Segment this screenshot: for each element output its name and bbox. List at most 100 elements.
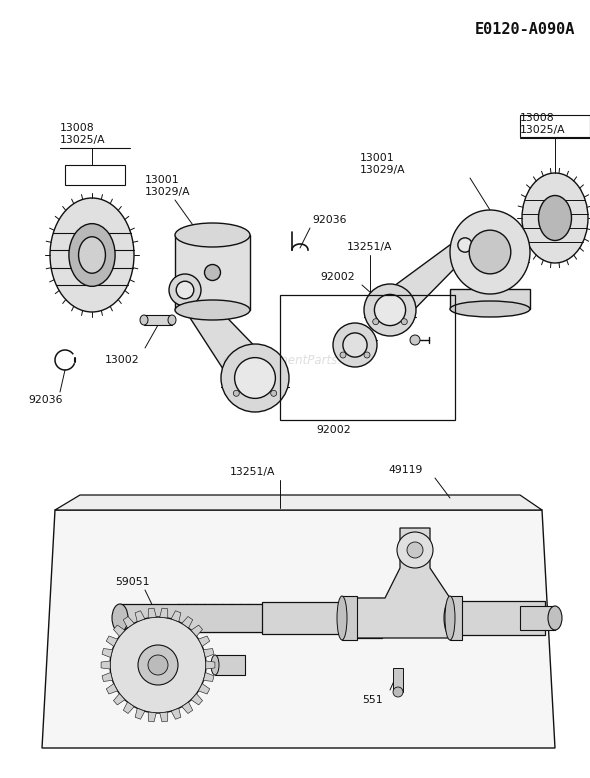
Text: 13251/A: 13251/A	[348, 242, 393, 252]
Circle shape	[364, 352, 370, 358]
Ellipse shape	[337, 596, 347, 640]
Ellipse shape	[469, 230, 511, 274]
Circle shape	[340, 352, 346, 358]
Bar	[262, 602, 342, 634]
Bar	[175, 235, 250, 310]
Ellipse shape	[69, 223, 115, 286]
Polygon shape	[102, 672, 113, 682]
Circle shape	[364, 284, 416, 336]
Bar	[450, 601, 545, 635]
Ellipse shape	[450, 301, 530, 317]
Text: 13001
13029/A: 13001 13029/A	[145, 175, 191, 197]
Bar	[450, 289, 530, 309]
Ellipse shape	[548, 606, 562, 630]
Bar	[342, 596, 357, 640]
Circle shape	[233, 391, 240, 396]
Polygon shape	[148, 608, 156, 618]
Bar	[450, 596, 462, 640]
Polygon shape	[171, 611, 181, 622]
Ellipse shape	[140, 315, 148, 325]
Circle shape	[271, 391, 277, 396]
Polygon shape	[42, 510, 555, 748]
Bar	[65, 165, 125, 185]
Text: 92036: 92036	[312, 215, 346, 225]
Polygon shape	[198, 636, 210, 647]
Ellipse shape	[175, 300, 250, 320]
Polygon shape	[148, 712, 156, 722]
Bar	[520, 606, 555, 630]
Polygon shape	[176, 283, 272, 391]
Text: 13008
13025/A: 13008 13025/A	[60, 124, 106, 145]
Polygon shape	[206, 661, 215, 669]
Circle shape	[176, 281, 194, 299]
Circle shape	[410, 335, 420, 345]
Text: 92002: 92002	[316, 425, 350, 435]
Text: E0120-A090A: E0120-A090A	[474, 22, 575, 37]
Polygon shape	[101, 661, 110, 669]
Text: 551: 551	[362, 695, 383, 705]
Bar	[393, 668, 403, 692]
Circle shape	[397, 532, 433, 568]
Circle shape	[343, 333, 367, 357]
Text: 13002: 13002	[105, 355, 140, 365]
Bar	[520, 115, 590, 137]
Polygon shape	[182, 702, 193, 713]
Polygon shape	[182, 616, 193, 628]
Circle shape	[148, 655, 168, 675]
Ellipse shape	[211, 655, 219, 675]
Text: 13001
13029/A: 13001 13029/A	[360, 153, 406, 175]
Polygon shape	[342, 528, 450, 638]
Bar	[342, 598, 382, 638]
Polygon shape	[191, 625, 202, 636]
Ellipse shape	[522, 173, 588, 263]
Bar	[280, 295, 455, 420]
Ellipse shape	[50, 198, 134, 312]
Polygon shape	[102, 649, 113, 657]
Ellipse shape	[444, 601, 456, 635]
Polygon shape	[204, 672, 214, 682]
Ellipse shape	[175, 223, 250, 247]
Ellipse shape	[393, 687, 403, 697]
Text: 13251/A: 13251/A	[230, 467, 276, 477]
Circle shape	[458, 238, 472, 252]
Ellipse shape	[539, 195, 572, 240]
Circle shape	[452, 232, 478, 258]
Polygon shape	[198, 684, 210, 694]
Text: 13008
13025/A: 13008 13025/A	[520, 114, 566, 135]
Polygon shape	[135, 611, 145, 622]
Text: 92002: 92002	[320, 272, 355, 282]
Polygon shape	[123, 702, 134, 713]
Circle shape	[169, 274, 201, 306]
Text: 92036: 92036	[28, 395, 63, 405]
Polygon shape	[171, 708, 181, 719]
Circle shape	[375, 294, 405, 326]
Ellipse shape	[450, 210, 530, 294]
Circle shape	[407, 542, 423, 558]
Bar	[144, 315, 172, 325]
Polygon shape	[379, 238, 471, 323]
Polygon shape	[204, 649, 214, 657]
Circle shape	[138, 645, 178, 685]
Ellipse shape	[205, 265, 221, 281]
Polygon shape	[106, 636, 117, 647]
Ellipse shape	[445, 596, 455, 640]
Polygon shape	[160, 712, 168, 722]
Ellipse shape	[168, 315, 176, 325]
Bar	[120, 604, 275, 632]
Text: eReplacementParts.com: eReplacementParts.com	[223, 353, 367, 366]
Polygon shape	[135, 708, 145, 719]
Circle shape	[235, 358, 276, 398]
Polygon shape	[160, 608, 168, 618]
Polygon shape	[113, 694, 125, 705]
Text: 59051: 59051	[115, 577, 149, 587]
Circle shape	[401, 319, 407, 324]
Ellipse shape	[112, 604, 128, 632]
Polygon shape	[55, 495, 542, 510]
Circle shape	[333, 323, 377, 367]
Polygon shape	[191, 694, 202, 705]
Bar	[215, 655, 245, 675]
Ellipse shape	[78, 237, 106, 273]
Polygon shape	[106, 684, 117, 694]
Circle shape	[373, 319, 379, 324]
Circle shape	[221, 344, 289, 412]
